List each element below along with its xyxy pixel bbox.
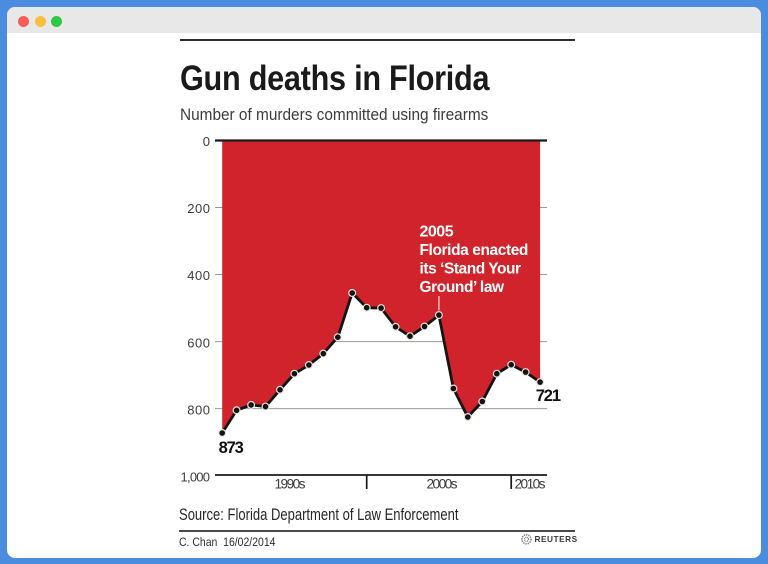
svg-text:Florida enacted: Florida enacted bbox=[420, 242, 529, 259]
svg-text:0: 0 bbox=[203, 134, 210, 149]
svg-text:800: 800 bbox=[187, 402, 210, 417]
svg-text:1,000: 1,000 bbox=[181, 469, 211, 484]
svg-text:200: 200 bbox=[187, 201, 210, 216]
svg-text:its ‘Stand Your: its ‘Stand Your bbox=[420, 261, 522, 278]
svg-text:1990s: 1990s bbox=[275, 477, 306, 492]
svg-text:Ground’ law: Ground’ law bbox=[420, 279, 506, 296]
svg-text:2010s: 2010s bbox=[515, 477, 546, 492]
svg-text:721: 721 bbox=[536, 387, 561, 405]
svg-text:2000s: 2000s bbox=[427, 477, 458, 492]
svg-text:600: 600 bbox=[187, 335, 210, 350]
svg-text:400: 400 bbox=[187, 268, 210, 283]
svg-text:873: 873 bbox=[219, 439, 244, 457]
svg-text:2005: 2005 bbox=[420, 224, 454, 241]
